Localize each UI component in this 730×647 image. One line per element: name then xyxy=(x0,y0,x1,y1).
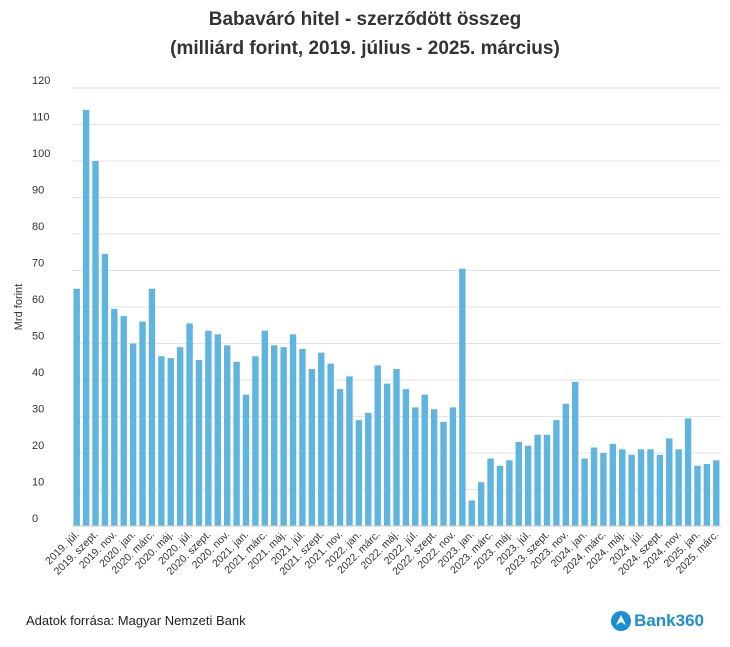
bar xyxy=(487,458,494,526)
bar xyxy=(299,348,306,526)
bar xyxy=(223,345,231,526)
bar xyxy=(449,407,457,526)
bar xyxy=(73,288,80,526)
bar xyxy=(289,334,297,526)
bar xyxy=(619,449,626,526)
bar xyxy=(261,330,269,526)
bar xyxy=(120,316,127,526)
bar xyxy=(365,412,372,526)
bar xyxy=(176,347,184,526)
bar xyxy=(129,343,137,526)
bar xyxy=(496,465,504,526)
bar xyxy=(553,420,560,526)
bar xyxy=(468,500,475,526)
bar xyxy=(637,449,645,526)
bar xyxy=(562,403,570,526)
chart-subtitle: (milliárd forint, 2019. július - 2025. m… xyxy=(170,38,560,59)
bar xyxy=(139,321,146,526)
y-tick-label: 10 xyxy=(32,477,44,489)
bar xyxy=(421,394,428,526)
bar xyxy=(459,268,466,526)
bar xyxy=(101,254,109,526)
y-tick-label: 120 xyxy=(32,75,50,87)
bar xyxy=(205,330,212,526)
bar xyxy=(628,454,635,526)
y-axis-label: Mrd forint xyxy=(13,284,25,330)
bar xyxy=(656,454,664,526)
data-source-note: Adatok forrása: Magyar Nemzeti Bank xyxy=(26,613,246,628)
bar xyxy=(214,334,221,526)
bar xyxy=(684,418,692,526)
y-tick-label: 90 xyxy=(32,185,44,197)
bar xyxy=(82,109,90,527)
bar xyxy=(186,323,193,526)
bar xyxy=(572,381,579,526)
bar xyxy=(590,447,598,526)
bar xyxy=(271,345,278,526)
bar xyxy=(506,460,513,526)
bar xyxy=(647,449,654,526)
bar xyxy=(430,409,438,526)
bar xyxy=(346,376,353,526)
bar xyxy=(158,356,165,526)
bar xyxy=(242,394,250,526)
bar xyxy=(233,361,240,526)
bar xyxy=(280,347,287,526)
bar xyxy=(402,389,410,526)
bar xyxy=(412,407,419,526)
bar xyxy=(374,365,381,526)
y-tick-label: 20 xyxy=(32,440,44,452)
bank360-logo: Bank360 xyxy=(610,610,704,632)
y-tick-label: 100 xyxy=(32,148,50,160)
bar xyxy=(675,449,682,526)
y-tick-label: 0 xyxy=(32,513,38,525)
bar xyxy=(694,465,701,526)
y-tick-label: 40 xyxy=(32,367,44,379)
y-tick-label: 70 xyxy=(32,258,44,270)
chart-title: Babaváró hitel - szerződött összeg xyxy=(208,9,522,30)
bar xyxy=(609,443,617,526)
bar xyxy=(440,421,447,526)
y-tick-label: 60 xyxy=(32,294,44,306)
bar xyxy=(336,389,344,526)
rocket-icon xyxy=(611,611,632,631)
y-tick-label: 30 xyxy=(32,404,44,416)
bar xyxy=(308,369,316,526)
logo-wordmark: Bank360 xyxy=(634,611,704,630)
bar xyxy=(543,434,551,526)
bar xyxy=(477,482,485,526)
bar xyxy=(666,438,673,526)
bar xyxy=(383,383,391,526)
bar xyxy=(327,363,334,526)
bar xyxy=(515,442,522,526)
bar xyxy=(534,434,541,526)
bar xyxy=(393,369,400,526)
bar xyxy=(318,352,325,526)
bar xyxy=(581,458,588,526)
bar xyxy=(167,358,174,526)
bar xyxy=(252,356,259,526)
bar xyxy=(600,453,607,526)
bar xyxy=(703,463,711,526)
bar xyxy=(148,288,156,526)
bar xyxy=(524,445,532,526)
bar xyxy=(92,161,99,526)
bar xyxy=(195,359,203,526)
y-tick-label: 50 xyxy=(32,331,44,343)
bar xyxy=(355,420,363,526)
y-tick-label: 110 xyxy=(32,112,50,124)
bar xyxy=(111,308,118,526)
bar xyxy=(713,460,720,526)
y-tick-label: 80 xyxy=(32,221,44,233)
